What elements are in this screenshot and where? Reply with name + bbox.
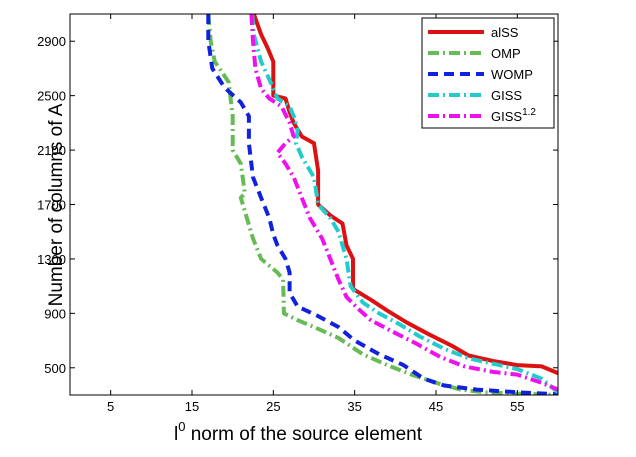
y-axis-label: Number of columns of A (46, 103, 67, 306)
legend-label-1: OMP (491, 46, 521, 61)
legend-label-0: alSS (491, 25, 519, 40)
y-tick-label-4: 2100 (37, 143, 66, 158)
x-axis-label-sup: 0 (178, 419, 185, 434)
x-tick-label-5: 55 (510, 399, 524, 414)
x-tick-label-0: 5 (107, 399, 114, 414)
series-line-3 (250, 14, 558, 394)
y-tick-label-2: 1300 (37, 252, 66, 267)
x-axis-label-base: l (174, 424, 178, 445)
series-line-2 (206, 14, 558, 395)
y-tick-label-1: 900 (44, 306, 66, 321)
x-tick-label-2: 25 (266, 399, 280, 414)
ticks-layer: 5 15 25 35 45 55 500 900 1300 1700 2100 2500 2900 (37, 14, 558, 414)
y-tick-label-5: 2500 (37, 89, 66, 104)
x-tick-label-4: 45 (429, 399, 443, 414)
x-tick-label-1: 15 (185, 399, 199, 414)
y-tick-label-0: 500 (44, 361, 66, 376)
series-line-1 (206, 14, 558, 395)
x-tick-label-3: 35 (347, 399, 361, 414)
y-tick-label-6: 2900 (37, 34, 66, 49)
series-line-4 (249, 14, 558, 392)
y-tick-label-3: 1700 (37, 198, 66, 213)
x-axis-label-rest: norm of the source element (185, 424, 422, 445)
series-layer (206, 14, 558, 395)
legend-label-2: WOMP (491, 67, 533, 82)
legend-label-sup-4: 1.2 (522, 107, 536, 118)
x-axis-label: l0 norm of the source element (174, 419, 423, 445)
legend-label-3: GISS (491, 88, 522, 103)
